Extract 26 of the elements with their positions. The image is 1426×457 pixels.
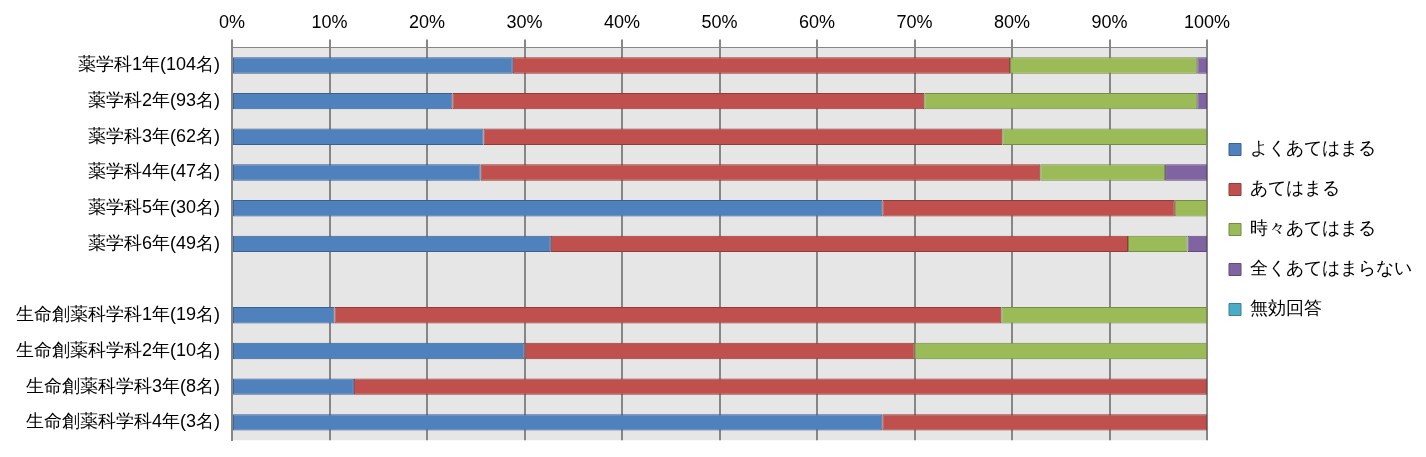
y-tick-label: 薬学科6年(49名)	[87, 232, 221, 253]
x-tick-label: 60%	[798, 11, 836, 32]
x-tick-label: 80%	[993, 11, 1031, 32]
y-tick-label: 薬学科3年(62名)	[87, 125, 221, 146]
y-tick-label: 薬学科1年(104名)	[77, 54, 221, 75]
y-tick-label: 薬学科2年(93名)	[87, 90, 221, 111]
x-tick-label: 30%	[506, 11, 543, 32]
legend-label: 全くあてはまらない	[1250, 258, 1412, 279]
x-tick-label: 40%	[604, 11, 641, 32]
legend-label: あてはまる	[1250, 178, 1340, 199]
y-tick-label: 生命創薬科学科4年(3名)	[26, 411, 221, 432]
x-tick-label: 20%	[409, 11, 446, 32]
legend-label: 無効回答	[1250, 298, 1322, 319]
x-tick-label: 90%	[1091, 11, 1128, 32]
legend-label: よくあてはまる	[1250, 138, 1376, 159]
y-tick-label: 生命創薬科学科2年(10名)	[15, 339, 221, 360]
y-tick-label: 薬学科4年(47名)	[87, 161, 221, 182]
y-tick-label: 薬学科5年(30名)	[87, 197, 221, 218]
x-tick-label: 70%	[896, 11, 933, 32]
x-tick-label: 50%	[701, 11, 738, 32]
x-tick-label: 0%	[219, 11, 246, 32]
x-tick-label: 10%	[311, 11, 348, 32]
x-tick-label: 100%	[1183, 11, 1231, 32]
y-tick-label: 生命創薬科学科3年(8名)	[26, 375, 221, 396]
legend-label: 時々あてはまる	[1250, 218, 1376, 239]
y-tick-label: 生命創薬科学科1年(19名)	[15, 304, 221, 325]
